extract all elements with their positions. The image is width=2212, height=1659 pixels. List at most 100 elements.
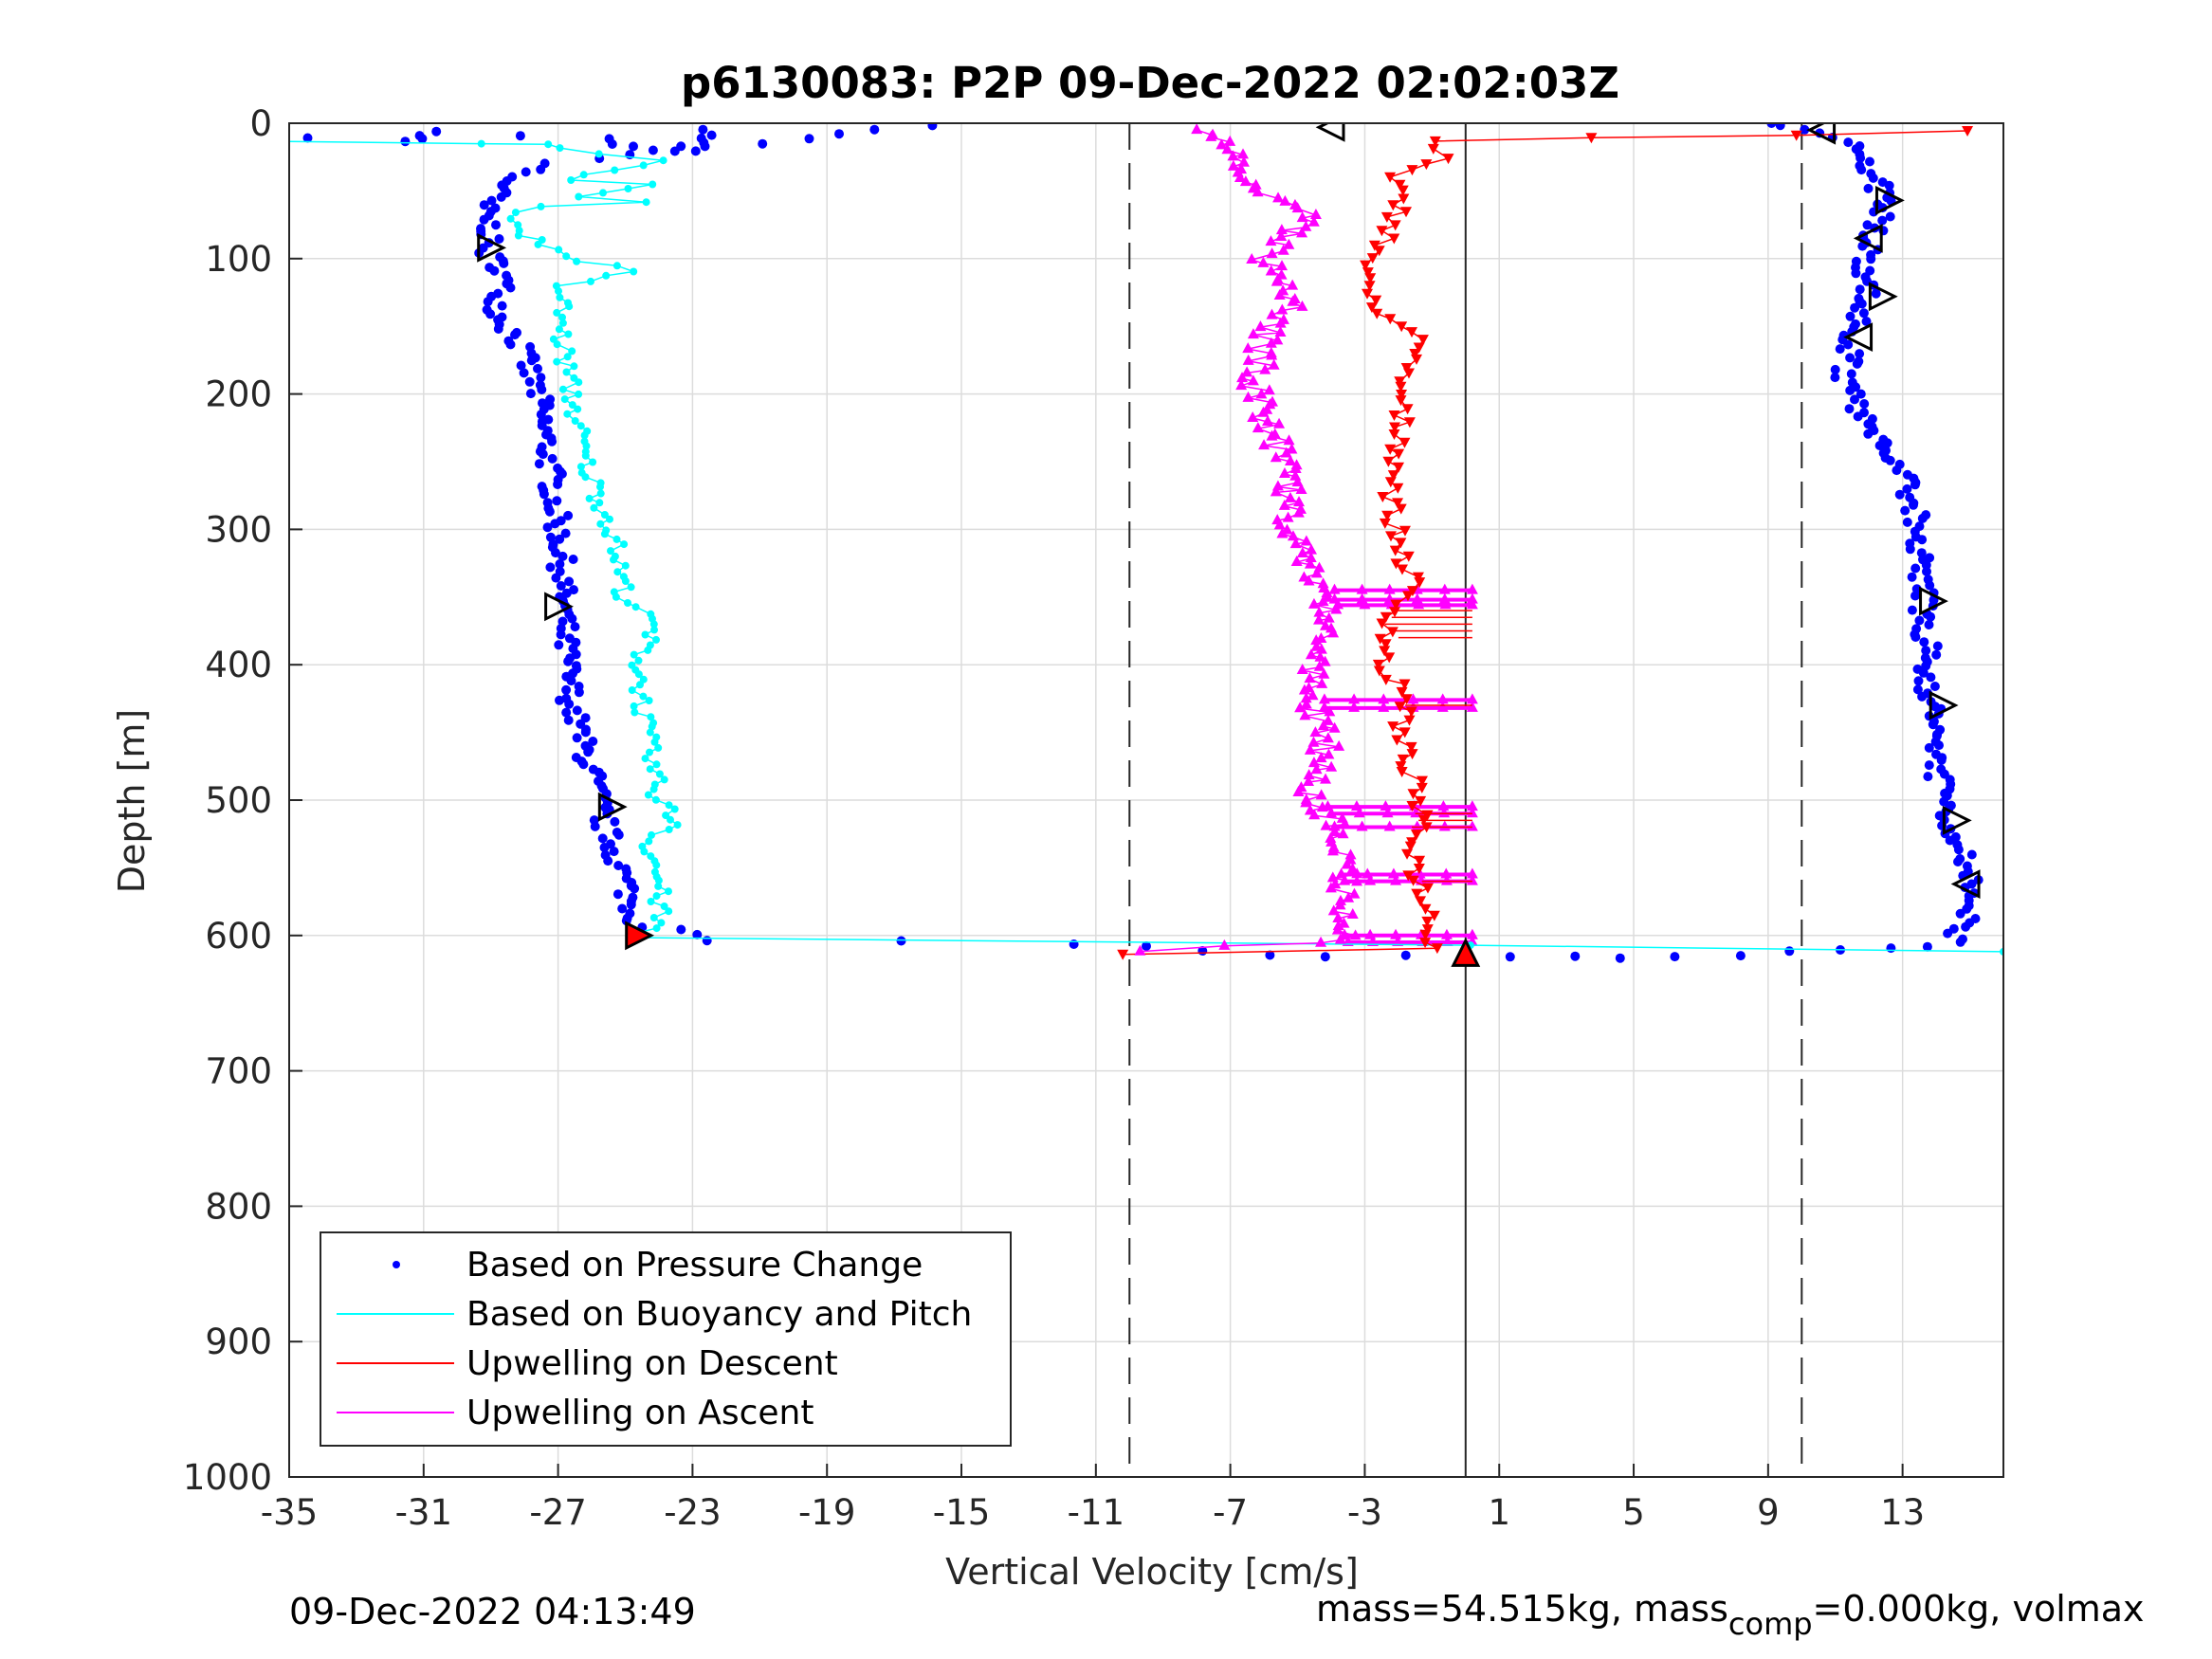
pressure-change-point	[669, 146, 680, 156]
pressure-change-point	[607, 139, 617, 149]
pressure-change-point	[1924, 760, 1934, 771]
buoyancy-pitch-point	[574, 405, 582, 413]
upwelling-descent-point	[1392, 483, 1404, 494]
ascent-connector-marker	[1407, 693, 1419, 704]
upwelling-descent-point	[1395, 395, 1407, 407]
ascent-connector-marker	[1466, 598, 1478, 610]
pressure-change-point	[1911, 624, 1922, 634]
buoyancy-pitch-point	[612, 592, 620, 601]
pressure-change-point	[1320, 952, 1330, 962]
buoyancy-pitch-point	[630, 702, 638, 710]
upwelling-descent-point	[1407, 875, 1419, 886]
upwelling-ascent-point	[1334, 894, 1346, 905]
upwelling-ascent-point	[1237, 148, 1250, 159]
pressure-change-point	[1936, 764, 1947, 775]
y-axis-ticks: 0 100 200 300 400 500 600 700 800 900 1000	[183, 103, 302, 1498]
ascent-connector-marker	[1356, 820, 1368, 831]
upwelling-ascent-point	[1216, 138, 1228, 150]
upwelling-descent-point	[1382, 456, 1395, 467]
buoyancy-pitch-point	[555, 287, 562, 296]
upwelling-descent-point	[1416, 775, 1428, 787]
upwelling-ascent-point	[1307, 689, 1319, 701]
upwelling-descent-point	[1421, 916, 1434, 927]
upwelling-ascent-point	[1275, 268, 1288, 280]
buoyancy-pitch-point	[610, 556, 617, 564]
upwelling-ascent-point	[1289, 469, 1302, 481]
x-tick-label: 1	[1488, 1492, 1510, 1533]
buoyancy-pitch-point	[640, 848, 649, 856]
pressure-change-point	[1850, 394, 1859, 405]
pressure-change-point	[706, 130, 717, 140]
upwelling-descent-point	[1384, 531, 1397, 542]
triangle-marker	[477, 232, 507, 263]
pressure-change-point	[1925, 553, 1935, 563]
upwelling-ascent-point	[1314, 650, 1326, 662]
ascent-connector-marker	[1380, 800, 1392, 811]
upwelling-ascent-point	[1351, 875, 1363, 886]
upwelling-ascent-point	[1315, 643, 1327, 654]
upwelling-descent-point	[1396, 321, 1408, 333]
upwelling-descent-point	[1388, 233, 1400, 245]
y-tick-label: 900	[205, 1322, 272, 1362]
buoyancy-pitch-point	[652, 760, 661, 769]
buoyancy-pitch-point	[647, 713, 655, 721]
pressure-change-point	[617, 903, 628, 914]
upwelling-ascent-point	[1291, 476, 1304, 487]
pressure-change-point	[1894, 459, 1905, 469]
triangle-marker	[1315, 123, 1345, 142]
upwelling-ascent-point	[1242, 354, 1254, 365]
buoyancy-pitch-point	[580, 431, 589, 440]
buoyancy-pitch-point	[565, 302, 574, 311]
x-tick-label: -7	[1213, 1492, 1248, 1533]
upwelling-ascent-point	[1207, 128, 1219, 139]
pressure-change-point	[572, 733, 582, 743]
buoyancy-pitch-point	[649, 180, 657, 189]
buoyancy-pitch-point	[562, 252, 571, 261]
pressure-change-point	[561, 588, 572, 598]
pressure-change-point	[553, 480, 563, 489]
pressure-change-point	[1919, 637, 1929, 647]
upwelling-descent-point	[1362, 288, 1374, 300]
upwelling-descent-point	[1431, 943, 1443, 955]
pressure-change-point	[1775, 123, 1785, 131]
upwelling-ascent-point	[1235, 379, 1248, 391]
buoyancy-pitch-point	[558, 313, 566, 321]
upwelling-descent-point	[1442, 154, 1454, 165]
ascent-connector-marker	[1318, 693, 1330, 704]
upwelling-ascent-point	[1224, 135, 1236, 146]
buoyancy-pitch-point	[599, 189, 607, 197]
upwelling-descent-point	[1421, 924, 1434, 936]
upwelling-ascent-point	[1280, 447, 1292, 458]
pressure-change-point	[570, 622, 580, 632]
pressure-change-point	[676, 924, 686, 935]
upwelling-ascent-point	[1287, 530, 1299, 541]
upwelling-ascent-point	[1346, 863, 1359, 874]
upwelling-ascent-point	[1221, 143, 1234, 155]
upwelling-ascent-point	[1218, 939, 1231, 950]
ascent-connector-marker	[1466, 701, 1478, 712]
upwelling-ascent-point	[1237, 155, 1250, 167]
pressure-change-point	[526, 356, 537, 366]
pressure-change-point	[505, 339, 516, 350]
upwelling-ascent-point	[1268, 358, 1280, 370]
upwelling-ascent-point	[1309, 208, 1322, 219]
upwelling-descent-point	[1362, 267, 1374, 279]
pressure-change-point	[583, 747, 594, 757]
ascent-connector-marker	[1466, 592, 1478, 604]
series-upwelling-on-descent	[1117, 125, 1974, 960]
upwelling-descent-point	[1420, 822, 1433, 833]
pressure-change-point	[525, 389, 536, 399]
x-tick-label: 13	[1880, 1492, 1925, 1533]
upwelling-ascent-point	[1272, 191, 1285, 203]
buoyancy-pitch-point	[553, 340, 561, 349]
pressure-change-point	[302, 133, 313, 143]
pressure-change-point	[698, 124, 708, 135]
buoyancy-pitch-point	[514, 231, 522, 240]
pressure-change-point	[1835, 344, 1845, 355]
upwelling-ascent-point	[1338, 917, 1350, 928]
buoyancy-pitch-point	[563, 410, 572, 418]
pressure-change-point	[1843, 137, 1854, 148]
upwelling-ascent-point	[1252, 422, 1264, 433]
upwelling-descent-point	[1406, 801, 1418, 812]
pressure-change-point	[1907, 605, 1917, 615]
